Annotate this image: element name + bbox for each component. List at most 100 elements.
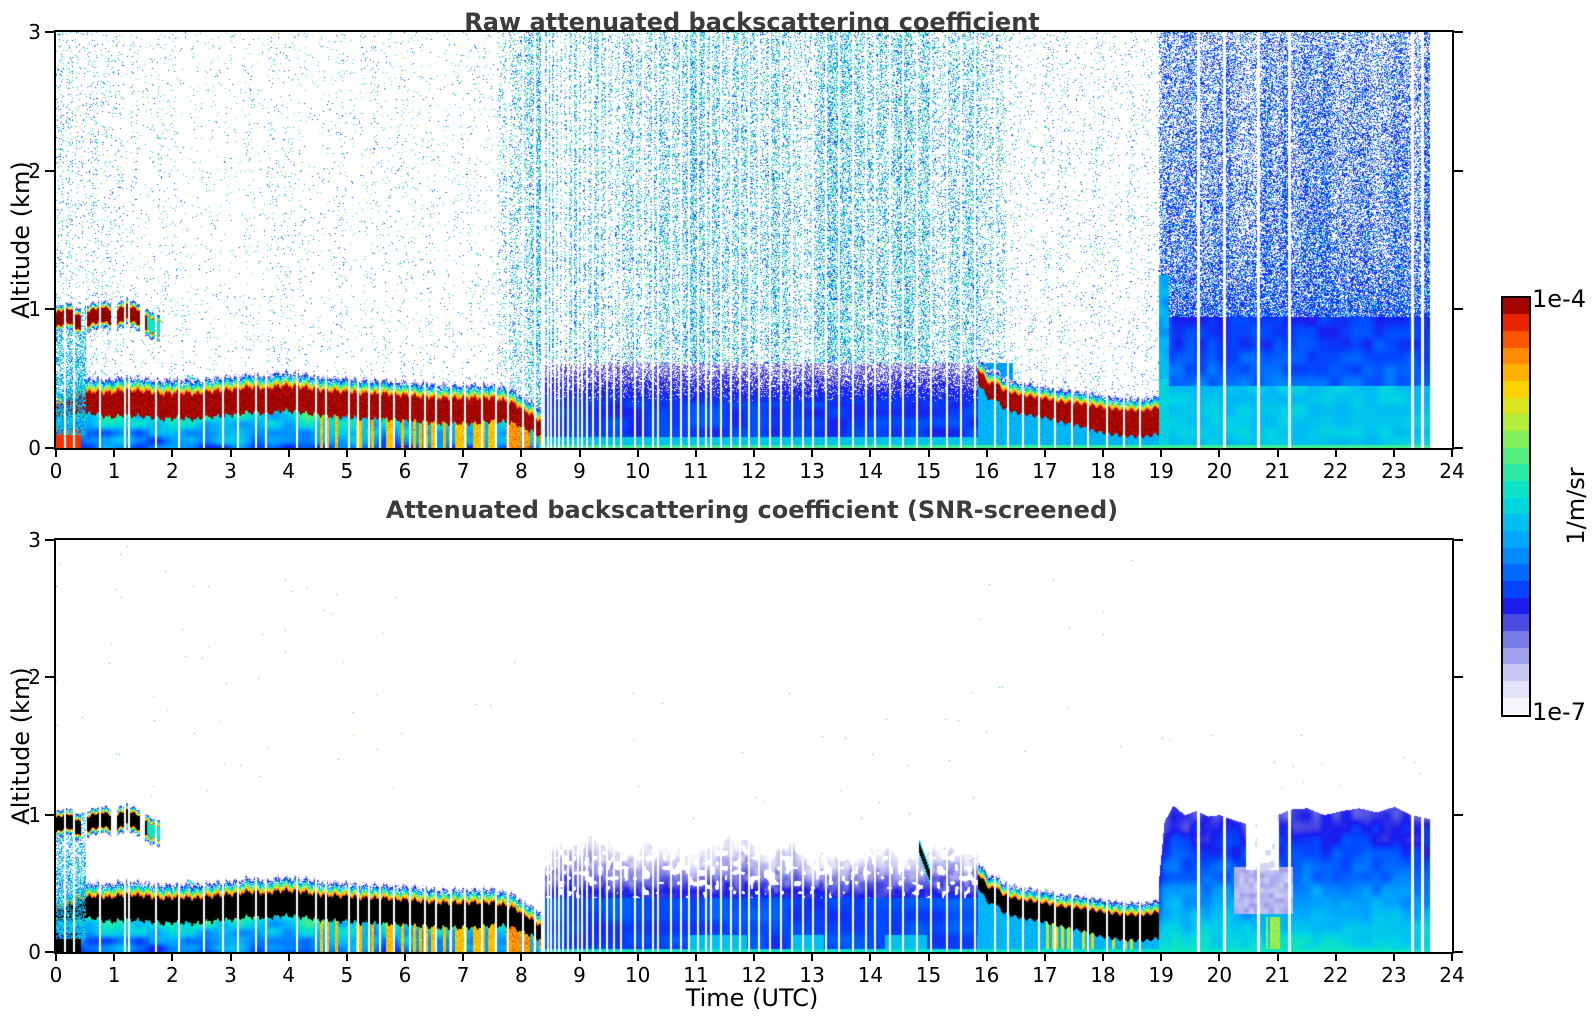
x-tick-label: 11 — [683, 963, 709, 987]
x-tick — [985, 952, 988, 961]
x-tick — [229, 952, 232, 961]
x-tick-label: 13 — [799, 459, 825, 483]
x-tick-label: 12 — [741, 963, 767, 987]
y-tick-right — [1454, 447, 1463, 449]
x-tick-label: 15 — [915, 459, 942, 483]
x-tick-label: 2 — [165, 963, 179, 987]
x-tick-label: 19 — [1148, 963, 1174, 987]
x-tick-label: 22 — [1322, 963, 1349, 987]
x-tick — [869, 952, 872, 961]
x-tick-label: 1 — [107, 459, 121, 483]
x-tick-label: 19 — [1148, 459, 1174, 483]
y-tick-right — [1454, 308, 1463, 311]
x-tick — [55, 448, 57, 457]
y-tick — [45, 539, 54, 541]
x-tick-label: 0 — [49, 459, 63, 483]
x-tick — [636, 952, 639, 961]
y-tick-right — [1454, 169, 1463, 172]
y-tick-label: 2 — [28, 158, 41, 183]
x-tick-label: 5 — [340, 963, 354, 987]
x-tick — [869, 448, 872, 457]
colorbar-min-label: 1e-7 — [1532, 698, 1586, 726]
colorbar — [1501, 296, 1531, 717]
colorbar-max-label: 1e-4 — [1532, 285, 1586, 313]
y-tick-label: 2 — [28, 665, 41, 690]
x-tick — [229, 448, 232, 457]
y-tick-label: 1 — [28, 802, 41, 827]
x-tick — [345, 952, 348, 961]
x-tick-label: 1 — [107, 963, 121, 987]
x-tick-label: 22 — [1322, 459, 1349, 483]
x-tick — [1160, 448, 1163, 457]
y-tick — [45, 31, 54, 33]
x-tick-label: 23 — [1381, 963, 1407, 987]
x-tick — [694, 448, 697, 457]
x-tick — [1218, 952, 1221, 961]
y-tick-label: 0 — [28, 436, 41, 460]
x-tick-label: 18 — [1090, 459, 1116, 483]
x-tick — [1102, 952, 1104, 961]
x-tick — [1276, 952, 1279, 961]
y-tick-label: 3 — [28, 528, 41, 552]
x-tick-label: 21 — [1264, 963, 1291, 987]
x-tick-label: 12 — [741, 459, 767, 483]
y-tick — [45, 813, 54, 816]
x-tick — [694, 952, 697, 961]
x-tick-label: 8 — [514, 459, 528, 483]
panel-raw-plot-area — [54, 30, 1454, 450]
x-tick — [1451, 952, 1453, 961]
x-tick-label: 23 — [1381, 459, 1407, 483]
heatmap-canvas-screened — [56, 540, 1452, 952]
x-tick — [1334, 448, 1337, 457]
x-tick — [462, 448, 465, 457]
x-tick — [462, 952, 465, 961]
x-tick — [1334, 952, 1337, 961]
y-tick — [45, 169, 54, 172]
x-tick — [1451, 448, 1453, 457]
y-tick-label: 3 — [28, 20, 41, 44]
y-tick — [45, 447, 54, 449]
x-tick-label: 14 — [857, 963, 884, 987]
x-tick-label: 10 — [624, 459, 651, 483]
y-axis-label-raw: Altitude (km) — [7, 161, 35, 319]
x-tick-label: 17 — [1032, 459, 1058, 483]
x-tick — [636, 448, 639, 457]
x-tick-label: 17 — [1032, 963, 1058, 987]
y-axis-label-screened: Altitude (km) — [7, 667, 35, 825]
x-tick-label: 5 — [340, 459, 354, 483]
x-tick-label: 13 — [799, 963, 825, 987]
x-tick-label: 9 — [573, 963, 586, 987]
x-tick — [753, 952, 755, 961]
x-tick — [753, 448, 755, 457]
x-tick — [985, 448, 988, 457]
x-tick-label: 3 — [224, 963, 237, 987]
y-tick — [45, 308, 54, 311]
panel-screened-plot-area — [54, 538, 1454, 954]
x-tick — [927, 952, 930, 961]
x-tick-label: 20 — [1206, 459, 1233, 483]
y-tick-right — [1454, 951, 1463, 953]
x-tick — [1392, 952, 1395, 961]
x-tick — [578, 448, 581, 457]
x-tick-label: 11 — [683, 459, 709, 483]
x-tick — [287, 448, 290, 457]
x-tick — [1392, 448, 1395, 457]
x-tick — [811, 448, 814, 457]
x-tick-label: 7 — [456, 459, 470, 483]
colorbar-canvas — [1503, 298, 1529, 715]
y-tick — [45, 676, 54, 679]
x-tick-label: 7 — [456, 963, 470, 987]
x-tick — [927, 448, 930, 457]
x-tick-label: 2 — [165, 459, 179, 483]
x-tick-label: 0 — [49, 963, 63, 987]
y-tick-right — [1454, 676, 1463, 679]
x-tick — [1276, 448, 1279, 457]
colorbar-unit-label: 1/m/sr — [1562, 467, 1590, 545]
panel-screened-title: Attenuated backscattering coefficient (S… — [385, 496, 1119, 524]
x-tick-label: 4 — [282, 963, 296, 987]
x-tick-label: 6 — [398, 459, 412, 483]
y-tick-label: 1 — [28, 297, 41, 322]
x-tick — [1043, 448, 1046, 457]
x-tick-label: 6 — [398, 963, 412, 987]
